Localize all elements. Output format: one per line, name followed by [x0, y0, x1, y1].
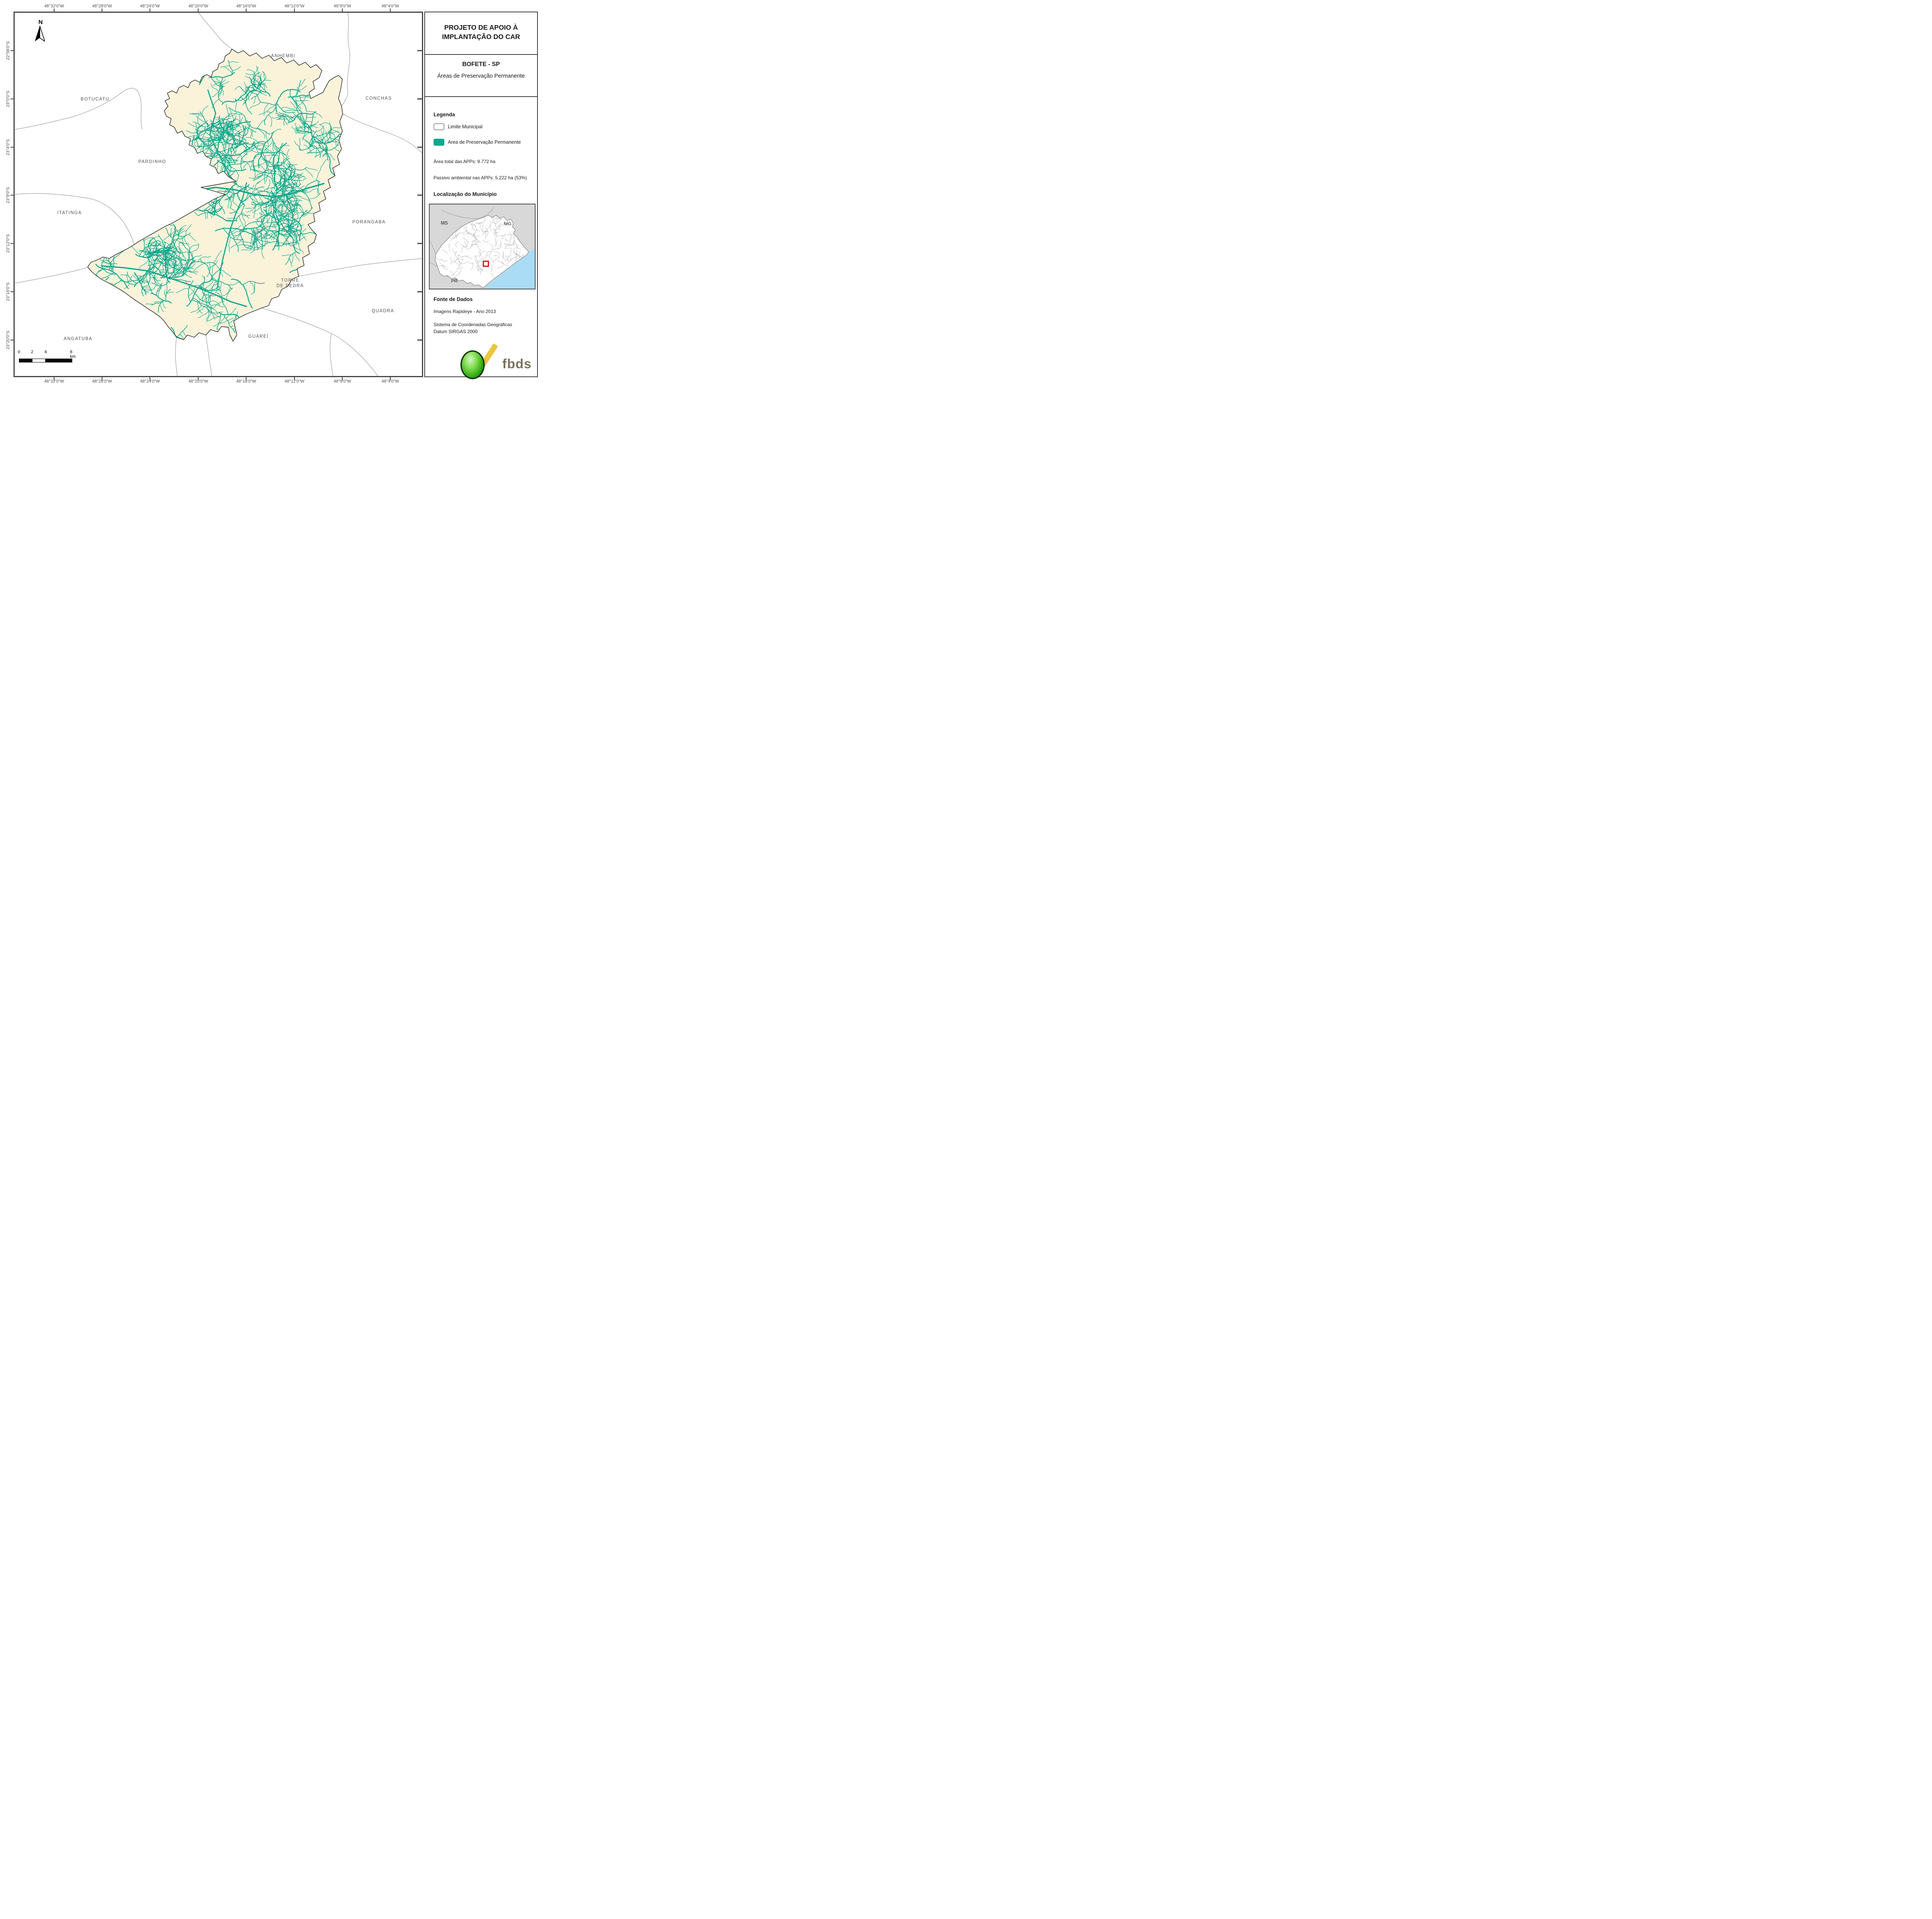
north-label: N [38, 19, 43, 26]
fbds-logo: fbds [425, 340, 537, 380]
scalebar-segment-white [32, 359, 46, 362]
bofete-municipality-fill [88, 49, 343, 341]
muni-label-pardinho: PARDINHO [138, 160, 166, 164]
muni-label-conchas: CONCHAS [365, 96, 392, 101]
inset-municipality-mesh [435, 215, 529, 279]
lat-tick-left [10, 243, 14, 244]
neighbor-boundaries [15, 13, 422, 376]
state-label-ms: MS [441, 220, 448, 226]
lat-label-left: 23°20'0"S [6, 330, 10, 350]
inset-ocean [483, 248, 535, 289]
lon-tick-top [246, 9, 247, 12]
lat-tick-left [10, 195, 14, 196]
scalebar-2: 2 [31, 350, 34, 354]
stat-passivo-apps: Passivo ambiental nas APPs: 5.222 ha (53… [434, 175, 527, 180]
source-heading: Fonte de Dados [434, 296, 473, 302]
map-svg [15, 13, 422, 376]
lat-label-left: 22°56'0"S [6, 41, 10, 60]
location-inset-map: MS MG PR [429, 204, 536, 289]
lon-label-top: 48°28'0"W [92, 4, 112, 9]
muni-label-itatinga: ITATINGA [57, 211, 82, 215]
lon-label-top: 48°32'0"W [44, 4, 64, 9]
scalebar-8km: 8 km [70, 350, 76, 359]
lon-tick-top [198, 9, 199, 12]
map-canvas: ANHEMBI CONCHAS BOTUCATU PARDINHO ITATIN… [14, 12, 423, 377]
lon-label-bottom: 48°28'0"W [92, 379, 112, 384]
lon-label-top: 48°16'0"W [236, 4, 256, 9]
municipality-name: BOFETE - SP [462, 61, 500, 68]
lon-label-bottom: 48°24'0"W [140, 379, 160, 384]
bofete-locator-square [483, 260, 489, 267]
bofete-municipal-limit [87, 49, 343, 342]
inset-svg [430, 204, 535, 289]
lon-label-top: 48°20'0"W [188, 4, 208, 9]
north-arrow-icon [35, 26, 45, 42]
map-sheet: { "title": {"line1": "PROJETO DE APOIO À… [0, 0, 542, 384]
lon-label-bottom: 48°4'0"W [381, 379, 399, 384]
scalebar-segment-black1 [19, 359, 32, 362]
legend-heading: Legenda [434, 112, 455, 117]
muni-label-torre-de-pedra: TORRE DE PEDRA [276, 278, 304, 288]
scalebar-4: 4 [44, 350, 47, 354]
scalebar-segment-black2 [46, 359, 72, 362]
app-network [95, 60, 341, 340]
info-panel: PROJETO DE APOIO À IMPLANTAÇÃO DO CAR BO… [424, 12, 538, 379]
legend-item-app: Área de Preservação Permanente [434, 139, 521, 146]
lat-label-left: 23°12'0"S [6, 234, 10, 253]
lon-tick-bottom [246, 377, 247, 380]
fbds-logo-globe-icon [461, 350, 485, 379]
lat-tick-left [10, 291, 14, 292]
muni-label-porangaba: PORANGABA [352, 220, 386, 225]
muni-label-anhembi: ANHEMBI [271, 54, 296, 58]
muni-label-quadra: QUADRA [371, 309, 395, 313]
lat-label-left: 23°4'0"S [6, 139, 10, 156]
state-label-mg: MG [504, 221, 512, 226]
source-line-datum: Datum SIRGAS 2000 [434, 329, 478, 334]
muni-label-botucatu: BOTUCATU [80, 97, 110, 102]
location-heading: Localização do Município [434, 191, 497, 197]
fbds-logo-text: fbds [502, 357, 532, 371]
app-swatch-icon [434, 139, 444, 146]
lon-label-top: 48°12'0"W [284, 4, 304, 9]
state-label-pr: PR [451, 278, 458, 284]
lon-tick-bottom [342, 377, 343, 380]
legend-item-limite: Limite Municipal [434, 123, 483, 130]
lon-tick-bottom [198, 377, 199, 380]
muni-label-angatuba: ANGATUBA [63, 337, 93, 341]
legend-item-label: Limite Municipal [448, 124, 483, 129]
lon-label-top: 48°4'0"W [381, 4, 399, 9]
project-title-line1: PROJETO DE APOIO À [444, 24, 518, 31]
project-title-line2: IMPLANTAÇÃO DO CAR [442, 33, 520, 41]
lat-label-left: 23°16'0"S [6, 282, 10, 301]
map-drawing-area: ANHEMBI CONCHAS BOTUCATU PARDINHO ITATIN… [15, 13, 422, 376]
lon-tick-top [294, 9, 295, 12]
lon-label-top: 48°8'0"W [333, 4, 351, 9]
lon-label-bottom: 48°12'0"W [284, 379, 304, 384]
project-title: PROJETO DE APOIO À IMPLANTAÇÃO DO CAR [425, 12, 537, 55]
lat-tick-left [10, 147, 14, 148]
lon-tick-bottom [294, 377, 295, 380]
stat-total-apps: Área total das APPs: 9.772 ha [434, 159, 496, 164]
muni-label-guarei: GUAREÍ [248, 334, 269, 339]
scalebar-0: 0 [17, 350, 20, 354]
legend-item-label: Área de Preservação Permanente [448, 140, 521, 145]
lon-tick-top [342, 9, 343, 12]
limite-municipal-swatch-icon [434, 123, 444, 130]
lat-tick-left [10, 50, 14, 51]
lon-label-top: 48°24'0"W [140, 4, 160, 9]
lon-label-bottom: 48°20'0"W [188, 379, 208, 384]
lat-label-left: 23°0'0"S [6, 90, 10, 107]
lon-tick-bottom [390, 377, 391, 380]
lon-label-bottom: 48°8'0"W [333, 379, 351, 384]
source-line-imagery: Imagens Rapideye - Ano 2013 [434, 309, 496, 314]
panel-body: Legenda Limite Municipal Área de Preserv… [425, 97, 537, 381]
lon-label-bottom: 48°16'0"W [236, 379, 256, 384]
north-arrow: N [35, 19, 46, 42]
lon-label-bottom: 48°32'0"W [44, 379, 64, 384]
source-line-crs: Sistema de Coordenadas Geográficas [434, 322, 512, 327]
lon-tick-top [390, 9, 391, 12]
map-theme: Áreas de Preservação Permanente [437, 73, 525, 79]
lat-label-left: 23°8'0"S [6, 187, 10, 204]
map-subtitle-block: BOFETE - SP Áreas de Preservação Permane… [425, 61, 537, 97]
